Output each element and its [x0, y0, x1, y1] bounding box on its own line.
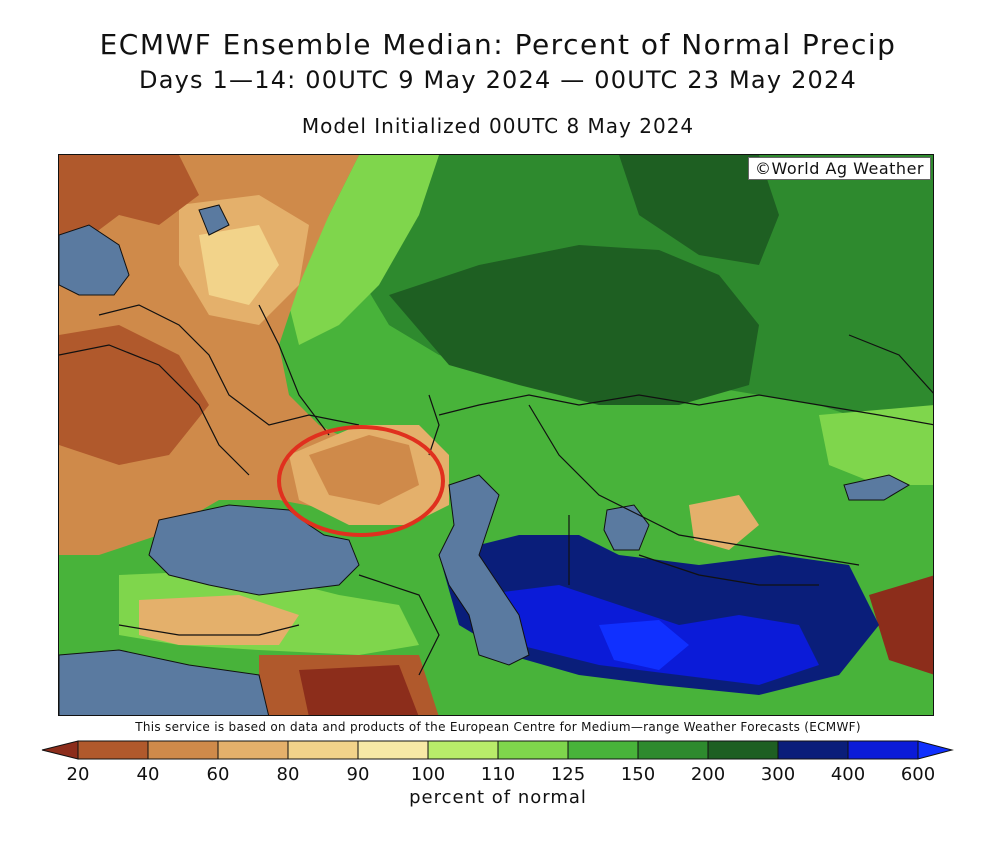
bright-blue-spot — [599, 620, 689, 670]
colorbar-box — [707, 740, 779, 760]
colorbar-tick-label: 80 — [276, 764, 300, 785]
colorbar-tick-label: 60 — [206, 764, 230, 785]
colorbar-tick-label: 110 — [480, 764, 516, 785]
colorbar-tick-label: 100 — [410, 764, 446, 785]
tan-spot-central-asia — [689, 495, 759, 550]
colorbar-tick-label: 150 — [620, 764, 656, 785]
light-green-patch — [289, 155, 439, 345]
colorbar-box — [497, 740, 569, 760]
very-dark-green-region-east — [619, 155, 779, 265]
pale-yellow-region — [199, 225, 279, 305]
colorbar-tick-label: 200 — [690, 764, 726, 785]
map-title: ECMWF Ensemble Median: Percent of Normal… — [99, 28, 897, 61]
colorbar-end-high — [917, 740, 954, 760]
lake-balkhash — [843, 474, 911, 501]
colorbar-box — [847, 740, 919, 760]
highlight-circle — [277, 425, 445, 537]
colorbar-tick-label: 125 — [550, 764, 586, 785]
colorbar-tick-label: 600 — [900, 764, 936, 785]
baltic-sea — [59, 224, 130, 296]
aral-sea — [603, 504, 650, 551]
dark-brown-region-mideast — [299, 665, 419, 715]
colorbar-title: percent of normal — [409, 787, 587, 808]
colorbar-end-low — [41, 740, 79, 760]
colorbar-box — [637, 740, 709, 760]
colorbar-box — [777, 740, 849, 760]
copyright-label: ©World Ag Weather — [748, 157, 931, 180]
colorbar-tick-label: 90 — [346, 764, 370, 785]
colorbar-tick-label: 400 — [830, 764, 866, 785]
model-init-label: Model Initialized 00UTC 8 May 2024 — [301, 114, 695, 138]
colorbar-box — [147, 740, 219, 760]
caspian-sea — [438, 474, 530, 666]
ecmwf-credit: This service is based on data and produc… — [135, 720, 861, 734]
brown-region-nw — [59, 155, 199, 245]
brown-region-w — [59, 325, 209, 465]
colorbar-tick-label: 300 — [760, 764, 796, 785]
country-borders — [59, 304, 933, 676]
map-subtitle: Days 1—14: 00UTC 9 May 2024 — 00UTC 23 M… — [139, 66, 857, 94]
tan-region-anatolia — [139, 595, 299, 645]
colorbar-box — [77, 740, 149, 760]
tan-core-south-russia — [309, 435, 419, 505]
lake-onega — [198, 204, 230, 236]
colorbar-boxes — [41, 740, 954, 760]
colorbar-box — [287, 740, 359, 760]
colorbar-box — [567, 740, 639, 760]
dark-brown-region-east — [869, 575, 933, 675]
colorbar — [41, 740, 954, 760]
light-green-patch-east — [819, 405, 933, 485]
colorbar-tick-label: 20 — [66, 764, 90, 785]
precip-map: ©World Ag Weather — [58, 154, 934, 716]
colorbar-box — [427, 740, 499, 760]
very-dark-green-region — [389, 245, 759, 405]
mediterranean-sea — [59, 649, 270, 715]
precip-map-canvas — [59, 155, 933, 715]
colorbar-tick-label: 40 — [136, 764, 160, 785]
colorbar-box — [217, 740, 289, 760]
colorbar-box — [357, 740, 429, 760]
